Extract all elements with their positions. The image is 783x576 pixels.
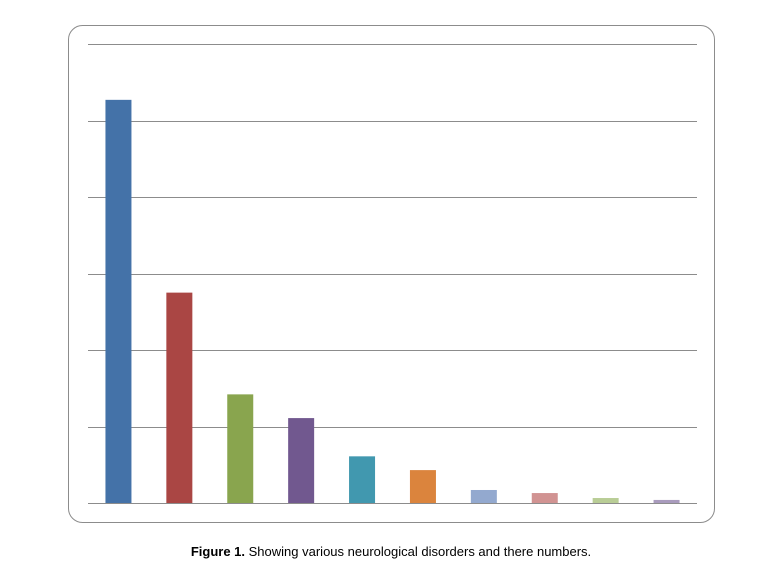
bar	[470, 489, 497, 503]
bar	[349, 456, 376, 503]
bar	[409, 470, 436, 503]
bar	[531, 493, 558, 503]
caption: Figure 1. Showing various neurological d…	[191, 544, 591, 559]
bar	[288, 418, 315, 503]
bar	[166, 292, 193, 503]
bar	[653, 499, 680, 503]
bar	[105, 99, 132, 503]
bar	[592, 498, 619, 503]
caption-text: Showing various neurological disorders a…	[249, 544, 592, 559]
bar	[227, 394, 254, 503]
caption-label: Figure 1.	[191, 544, 245, 559]
